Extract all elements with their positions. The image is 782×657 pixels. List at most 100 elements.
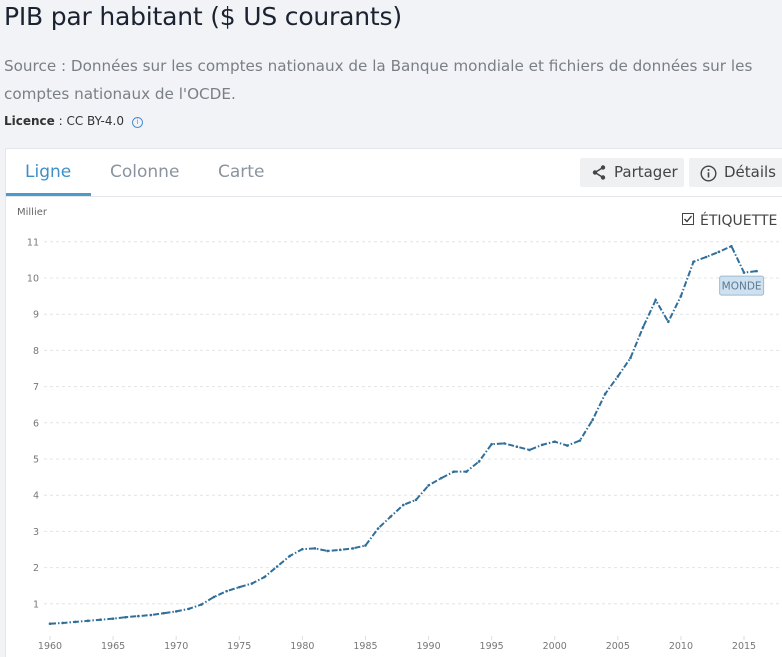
data-point[interactable] (755, 269, 758, 273)
data-point[interactable] (540, 443, 544, 447)
data-point[interactable] (99, 618, 102, 622)
data-point[interactable] (439, 476, 443, 480)
y-axis-label: Millier (17, 207, 48, 218)
x-tick-label: 1965 (101, 641, 125, 652)
data-point[interactable] (137, 614, 140, 618)
data-point[interactable] (553, 440, 557, 443)
data-point[interactable] (616, 375, 620, 378)
data-point[interactable] (477, 460, 481, 463)
data-point[interactable] (288, 554, 292, 558)
data-point[interactable] (61, 621, 64, 625)
checkmark-icon (684, 215, 693, 223)
data-point[interactable] (187, 607, 191, 611)
tab-ligne[interactable]: Ligne (25, 162, 72, 182)
y-tick-label: 3 (33, 527, 39, 538)
x-tick-label: 2015 (732, 641, 756, 652)
details-label: Détails (724, 163, 777, 181)
data-point[interactable] (679, 294, 683, 298)
y-tick-label: 11 (27, 237, 39, 248)
data-point[interactable] (237, 585, 241, 589)
data-point[interactable] (250, 582, 254, 585)
data-point[interactable] (704, 255, 708, 259)
line-chart: Millier ÉTIQUETTE 1 2 3 4 5 6 7 8 9 10 11 1960 1965… (17, 207, 782, 652)
source-text: Source : Données sur les comptes nationa… (4, 57, 753, 103)
data-point[interactable] (641, 325, 645, 329)
x-tick-label: 1960 (38, 641, 62, 652)
chart-tabs: Ligne Colonne Carte Partager Détails (6, 149, 782, 197)
data-point[interactable] (174, 610, 178, 613)
licence-label: Licence (4, 114, 55, 128)
data-point[interactable] (326, 549, 329, 553)
y-tick-label: 2 (33, 563, 39, 574)
data-point[interactable] (313, 547, 317, 550)
label-toggle[interactable]: ÉTIQUETTE (682, 212, 778, 229)
data-point[interactable] (566, 444, 569, 447)
data-point[interactable] (730, 244, 733, 248)
licence: Licence : CC BY-4.0 i (4, 114, 143, 128)
x-tick-label: 1980 (290, 641, 314, 652)
series-label-text: MONDE (722, 281, 762, 293)
data-point[interactable] (364, 544, 367, 547)
data-point[interactable] (338, 548, 342, 552)
data-point[interactable] (742, 271, 746, 274)
data-point[interactable] (402, 503, 405, 507)
data-point[interactable] (427, 484, 430, 487)
data-point[interactable] (389, 515, 392, 518)
data-point[interactable] (452, 470, 456, 473)
data-point[interactable] (149, 613, 153, 617)
data-point[interactable] (502, 442, 506, 445)
series-label-box (719, 275, 765, 296)
data-point[interactable] (275, 565, 279, 568)
data-point[interactable] (48, 622, 52, 626)
tab-carte[interactable]: Carte (218, 162, 265, 182)
x-tick-label: 1970 (164, 641, 188, 652)
series-line (49, 244, 757, 625)
label-toggle-text: ÉTIQUETTE (700, 212, 777, 229)
data-point[interactable] (591, 418, 594, 422)
data-point[interactable] (212, 595, 216, 599)
licence-value: : CC BY-4.0 (54, 114, 124, 128)
data-point[interactable] (111, 617, 115, 620)
checkbox-icon[interactable] (682, 213, 694, 225)
data-point[interactable] (528, 448, 531, 452)
data-point[interactable] (351, 547, 355, 550)
data-point[interactable] (578, 439, 582, 442)
data-point[interactable] (603, 392, 607, 396)
active-tab-indicator (6, 193, 91, 196)
data-point[interactable] (414, 498, 418, 502)
y-tick-label: 1 (33, 599, 39, 610)
y-tick-label: 10 (27, 274, 39, 285)
info-circle-icon (700, 165, 717, 182)
tab-colonne[interactable]: Colonne (110, 162, 180, 182)
share-button[interactable]: Partager (580, 158, 684, 187)
y-tick-label: 6 (33, 418, 39, 429)
y-tick-label: 7 (33, 382, 39, 393)
data-point[interactable] (465, 470, 468, 473)
data-point[interactable] (86, 619, 90, 623)
data-point[interactable] (225, 589, 228, 593)
y-tick-label: 8 (33, 346, 39, 357)
data-point[interactable] (376, 527, 380, 530)
data-point[interactable] (692, 260, 695, 264)
data-point[interactable] (200, 603, 203, 606)
data-point[interactable] (490, 442, 493, 446)
data-point[interactable] (654, 298, 657, 302)
data-point[interactable] (73, 620, 77, 624)
x-tick-label: 1990 (416, 641, 440, 652)
details-button[interactable]: Détails (689, 158, 782, 187)
page-title: PIB par habitant ($ US courants) (4, 2, 402, 31)
y-tick-label: 9 (33, 310, 39, 321)
data-point[interactable] (301, 547, 304, 551)
x-tick-label: 1985 (353, 641, 377, 652)
data-point[interactable] (717, 250, 721, 254)
data-point[interactable] (124, 615, 128, 619)
data-point[interactable] (629, 356, 632, 360)
data-point[interactable] (162, 611, 165, 615)
y-tick-label: 4 (33, 491, 39, 502)
data-point[interactable] (263, 575, 266, 579)
x-tick-label: 1995 (480, 641, 504, 652)
data-point[interactable] (666, 320, 670, 324)
series-label: MONDE (719, 275, 765, 296)
info-icon[interactable]: i (131, 117, 143, 128)
data-point[interactable] (515, 445, 519, 448)
